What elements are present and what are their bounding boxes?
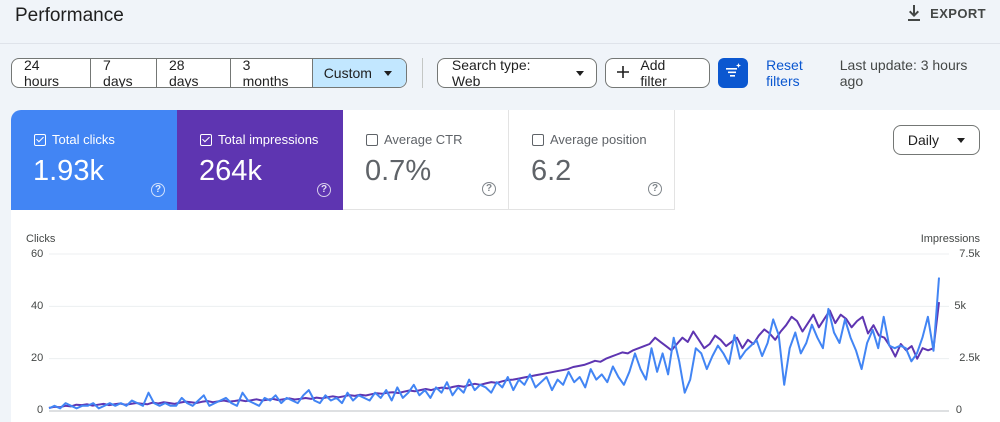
last-update-text: Last update: 3 hours ago — [839, 57, 968, 89]
search-type-dropdown[interactable]: Search type: Web — [436, 57, 598, 89]
range-custom-label: Custom — [323, 65, 372, 81]
right-axis-label: Impressions — [920, 233, 980, 245]
metric-position-value: 6.2 — [531, 155, 572, 187]
chevron-down-icon — [957, 137, 965, 143]
metric-impressions-header: Total impressions — [200, 132, 318, 147]
add-filter-button[interactable]: Add filter — [605, 57, 711, 89]
metric-impressions-value: 264k — [199, 155, 262, 187]
left-tick: 20 — [31, 352, 44, 364]
performance-card: Total clicks 1.93k ? Total impressions 2… — [11, 110, 1000, 422]
clicks-series-line — [48, 277, 940, 410]
left-axis-label: Clicks — [26, 233, 56, 245]
help-icon[interactable]: ? — [648, 182, 662, 196]
right-tick: 5k — [954, 300, 966, 312]
page-title: Performance — [15, 5, 124, 26]
left-tick: 60 — [31, 248, 44, 260]
metric-position-header: Average position — [532, 132, 647, 147]
plus-icon — [616, 65, 630, 82]
search-type-label: Search type: Web — [451, 57, 531, 89]
checkbox-checked-icon[interactable] — [34, 133, 46, 146]
header-divider — [0, 43, 1000, 44]
right-tick: 0 — [955, 404, 962, 416]
help-icon[interactable]: ? — [317, 183, 331, 197]
right-tick: 2.5k — [959, 352, 980, 364]
metric-clicks-value: 1.93k — [33, 155, 104, 187]
granularity-label: Daily — [907, 132, 939, 148]
impressions-series-line — [48, 301, 940, 409]
reset-filters-link[interactable]: Reset filters — [766, 57, 803, 89]
range-7-days[interactable]: 7 days — [91, 59, 157, 87]
toolbar-divider — [421, 58, 423, 88]
chevron-down-icon — [576, 70, 585, 76]
checkbox-checked-icon[interactable] — [200, 133, 212, 146]
add-filter-label: Add filter — [640, 57, 667, 89]
download-icon — [906, 4, 922, 22]
performance-chart[interactable] — [11, 110, 1000, 422]
left-tick: 0 — [37, 404, 44, 416]
range-24-hours[interactable]: 24 hours — [12, 59, 92, 87]
filter-settings-button[interactable] — [718, 58, 749, 88]
range-28-days[interactable]: 28 days — [157, 59, 231, 87]
metric-average-position[interactable]: Average position 6.2 ? — [509, 110, 675, 210]
checkbox-unchecked-icon[interactable] — [532, 133, 544, 146]
metric-position-label: Average position — [550, 132, 647, 147]
export-button[interactable]: EXPORT — [906, 4, 986, 22]
right-tick: 7.5k — [959, 248, 980, 260]
metric-clicks-label: Total clicks — [52, 132, 115, 147]
toolbar: 24 hours 7 days 28 days 3 months Custom … — [11, 57, 994, 89]
chevron-down-icon — [383, 70, 392, 76]
range-3-months[interactable]: 3 months — [231, 59, 313, 87]
metric-ctr-header: Average CTR — [366, 132, 463, 147]
metric-average-ctr[interactable]: Average CTR 0.7% ? — [343, 110, 509, 210]
range-custom[interactable]: Custom — [312, 59, 406, 87]
metric-impressions-label: Total impressions — [218, 132, 319, 147]
metric-ctr-label: Average CTR — [384, 132, 463, 147]
help-icon[interactable]: ? — [151, 183, 165, 197]
left-tick: 40 — [31, 300, 44, 312]
granularity-dropdown[interactable]: Daily — [892, 125, 980, 155]
export-label: EXPORT — [930, 5, 986, 21]
help-icon[interactable]: ? — [482, 182, 496, 196]
metric-clicks-header: Total clicks — [34, 132, 115, 147]
checkbox-unchecked-icon[interactable] — [366, 133, 378, 146]
filter-sparkle-icon — [724, 62, 742, 85]
metric-total-impressions[interactable]: Total impressions 264k ? — [177, 110, 343, 210]
metric-ctr-value: 0.7% — [365, 155, 432, 187]
metric-total-clicks[interactable]: Total clicks 1.93k ? — [11, 110, 177, 210]
date-range-selector: 24 hours 7 days 28 days 3 months Custom — [11, 58, 407, 88]
